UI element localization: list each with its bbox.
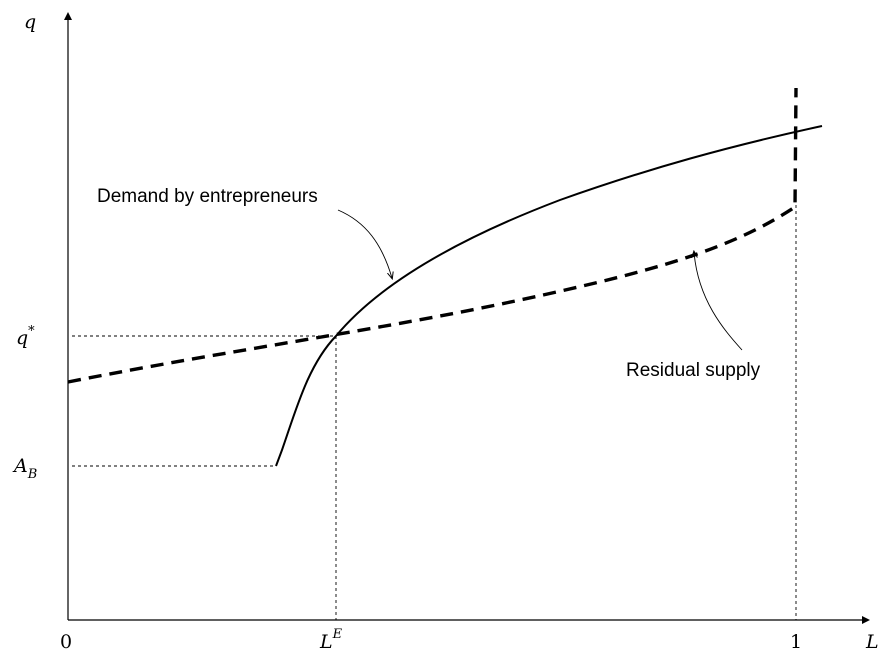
l-e-label: LE — [319, 627, 343, 653]
x-axis-label: L — [865, 631, 879, 653]
demand-label-pointer — [337, 209, 392, 278]
residual-supply-curve — [67, 87, 798, 384]
demand-curve-label: Demand by entrepreneurs — [97, 186, 318, 207]
supply-label-pointer — [694, 252, 743, 351]
q-star-label: q* — [16, 324, 35, 349]
a-b-label: AB — [12, 455, 37, 482]
y-axis-label: q — [24, 11, 36, 33]
x-end-label: 1 — [790, 631, 802, 653]
supply-curve-label: Residual supply — [626, 360, 761, 381]
demand-curve — [275, 125, 823, 467]
origin-label: 0 — [60, 631, 72, 653]
q-star-guide-line — [72, 335, 337, 620]
